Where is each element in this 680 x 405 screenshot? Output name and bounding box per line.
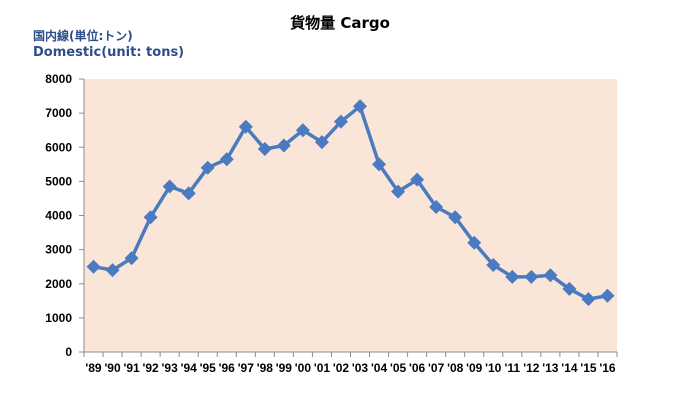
chart-subtitle-english: Domestic(unit: tons) <box>33 45 185 60</box>
x-tick-label: '00 <box>295 361 312 375</box>
x-tick-label: '90 <box>104 361 121 375</box>
y-tick-label: 8000 <box>45 72 72 86</box>
x-tick-label: '96 <box>219 361 236 375</box>
x-tick-label: '93 <box>162 361 179 375</box>
data-point <box>429 199 444 214</box>
data-point <box>372 157 387 172</box>
plot-area <box>84 79 617 352</box>
y-tick-label: 6000 <box>45 140 72 154</box>
data-point <box>333 114 348 129</box>
y-tick-label: 7000 <box>45 106 72 120</box>
x-tick-label: '13 <box>542 361 559 375</box>
data-point <box>391 184 406 199</box>
data-point <box>581 292 596 307</box>
data-point <box>467 235 482 250</box>
x-tick-label: '07 <box>428 361 445 375</box>
y-tick-label: 2000 <box>45 277 72 291</box>
x-tick-label: '10 <box>485 361 502 375</box>
x-tick-label: '89 <box>85 361 102 375</box>
data-point <box>86 259 101 274</box>
data-point <box>257 141 272 156</box>
x-tick-label: '05 <box>390 361 407 375</box>
x-tick-label: '99 <box>276 361 293 375</box>
data-point <box>600 288 615 303</box>
y-tick-label: 0 <box>65 345 72 359</box>
x-tick-label: '04 <box>371 361 388 375</box>
data-point <box>143 210 158 225</box>
y-axis: 0 1000 2000 3000 4000 5000 6000 7000 8000 <box>45 72 85 359</box>
data-point <box>505 269 520 284</box>
x-tick-label: '06 <box>409 361 426 375</box>
data-point <box>353 99 368 114</box>
data-point <box>124 251 139 266</box>
y-tick-label: 1000 <box>45 311 72 325</box>
data-point <box>200 160 215 175</box>
chart-subtitle-japanese: 国内線(単位:トン) <box>33 29 133 43</box>
series-layer <box>86 99 615 307</box>
x-tick-label: '03 <box>352 361 369 375</box>
y-tick-label: 3000 <box>45 243 72 257</box>
x-tick-label: '92 <box>143 361 160 375</box>
x-tick-label: '08 <box>447 361 464 375</box>
data-point <box>219 152 234 167</box>
x-tick-label: '98 <box>257 361 274 375</box>
data-point <box>105 263 120 278</box>
data-point <box>295 123 310 138</box>
chart-title: 貨物量 Cargo <box>290 14 390 32</box>
data-point <box>314 135 329 150</box>
data-point <box>543 268 558 283</box>
data-point <box>410 172 425 187</box>
data-point <box>486 257 501 272</box>
data-point <box>238 119 253 134</box>
y-tick-label: 5000 <box>45 174 72 188</box>
series-line <box>93 104 608 301</box>
y-tick-label: 4000 <box>45 209 72 223</box>
data-point <box>276 138 291 153</box>
x-tick-label: '02 <box>333 361 350 375</box>
x-tick-label: '01 <box>314 361 331 375</box>
data-point <box>181 186 196 201</box>
x-tick-label: '09 <box>466 361 483 375</box>
x-tick-label: '11 <box>505 361 521 375</box>
data-point <box>448 210 463 225</box>
x-axis: '89'90'91'92'93'94'95'96'97'98'99'00'01 '… <box>83 351 618 375</box>
data-point <box>524 269 539 284</box>
x-tick-label: '14 <box>561 361 578 375</box>
x-tick-label: '15 <box>580 361 597 375</box>
x-tick-label: '95 <box>200 361 217 375</box>
x-tick-label: '91 <box>123 361 140 375</box>
x-tick-label: '97 <box>238 361 255 375</box>
x-tick-label: '16 <box>599 361 616 375</box>
x-tick-label: '12 <box>523 361 540 375</box>
data-point <box>562 281 577 296</box>
data-point <box>162 179 177 194</box>
x-tick-label: '94 <box>181 361 198 375</box>
